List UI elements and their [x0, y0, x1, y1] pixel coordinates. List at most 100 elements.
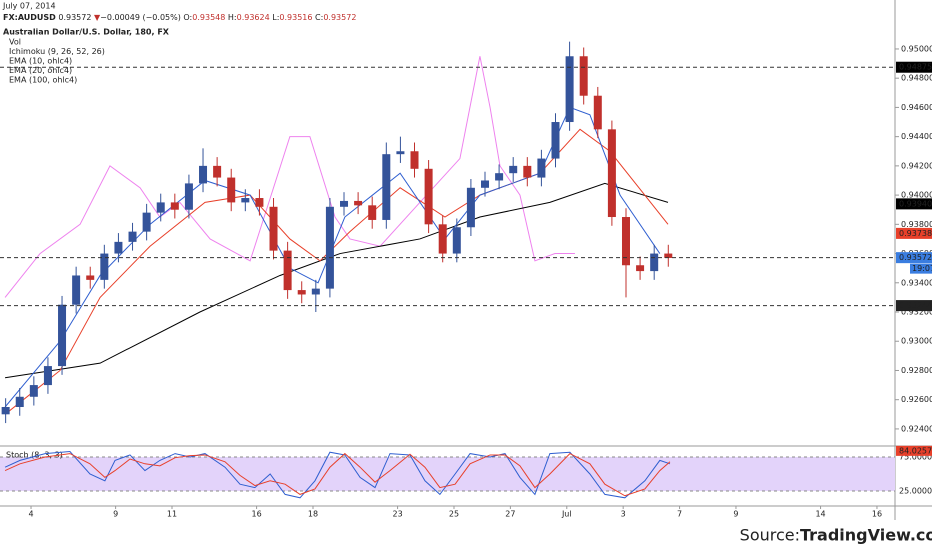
- open: 0.93548: [192, 13, 225, 22]
- x-tick-label: Jul: [561, 510, 572, 519]
- source: TradingView.com: [800, 526, 932, 545]
- indicator-line: [4, 182, 669, 379]
- candle-body: [650, 253, 659, 272]
- candle-body: [607, 129, 616, 218]
- y-tick-label: 0.92800: [901, 366, 932, 375]
- candle-body: [213, 165, 222, 178]
- y-tick-label: 75.0000: [899, 452, 932, 461]
- x-tick-label: 18: [308, 510, 318, 519]
- x-tick-label: 23: [392, 510, 402, 519]
- price-tag: [896, 252, 932, 264]
- candle-body: [325, 206, 334, 289]
- indicator-label: EMA (10, ohlc4): [9, 57, 72, 66]
- candle-body: [481, 180, 490, 188]
- y-tick-label: 0.95000: [901, 44, 932, 53]
- candle-body: [297, 290, 306, 295]
- indicator-line: [4, 128, 669, 415]
- candle-body: [15, 396, 24, 408]
- candle-body: [354, 200, 363, 206]
- candle-body: [184, 183, 193, 210]
- last: 0.93572: [58, 13, 91, 22]
- candle-body: [396, 151, 405, 155]
- open-label: O:: [183, 13, 192, 22]
- candle-body: [593, 95, 602, 130]
- y-tick-label: 0.92600: [901, 395, 932, 404]
- x-tick-label: 3: [621, 510, 626, 519]
- candle-body: [58, 304, 67, 367]
- indicator-label: EMA (100, ohlc4): [9, 76, 77, 85]
- low: 0.93516: [279, 13, 312, 22]
- price-tag: [896, 198, 932, 210]
- candle-body: [636, 265, 645, 272]
- candle-body: [128, 231, 137, 242]
- close: 0.93572: [323, 13, 356, 22]
- candle-body: [551, 122, 560, 159]
- price-tag-label: 0.93738: [899, 229, 932, 238]
- stoch-line: [4, 452, 671, 497]
- candle-body: [466, 187, 475, 228]
- x-tick-label: 9: [733, 510, 738, 519]
- y-tick-label: 25.0000: [899, 486, 932, 495]
- x-tick-label: 25: [449, 510, 459, 519]
- candle-body: [29, 385, 38, 397]
- candle-body: [269, 206, 278, 251]
- date: July 07, 2014: [2, 2, 56, 11]
- candle-body: [579, 56, 588, 96]
- source-label: Source:: [740, 526, 800, 545]
- candle-body: [100, 253, 109, 280]
- price-tag-label: 0.93940: [899, 199, 932, 208]
- candle-body: [537, 158, 546, 178]
- candle-body: [170, 202, 179, 210]
- countdown-tag: [910, 263, 932, 274]
- indicator-label: Vol: [9, 38, 21, 47]
- candle-body: [509, 165, 518, 174]
- indicator-line: [4, 56, 575, 298]
- arrow: ▼: [94, 13, 101, 22]
- stoch-title: Stoch (8, 3, 3): [6, 451, 63, 460]
- candle-body: [340, 200, 349, 207]
- change: −0.00049 (−0.05%): [100, 13, 181, 22]
- y-tick-label: 0.94000: [901, 191, 932, 200]
- x-tick-label: 27: [505, 510, 515, 519]
- candle-body: [227, 177, 236, 203]
- candle-body: [565, 56, 574, 123]
- x-tick-label: 7: [677, 510, 682, 519]
- value-tag-label: 84.0257: [899, 446, 932, 455]
- y-tick-label: 0.92400: [901, 424, 932, 433]
- candle-body: [382, 154, 391, 220]
- candle-body: [255, 198, 264, 207]
- x-tick-label: 9: [113, 510, 118, 519]
- candle-body: [621, 217, 630, 266]
- candle-body: [114, 241, 123, 254]
- candle-body: [241, 198, 250, 203]
- candle-body: [142, 212, 151, 232]
- candle-body: [452, 227, 461, 254]
- y-tick-label: 0.94600: [901, 103, 932, 112]
- countdown: 19:07: [912, 264, 932, 273]
- low-label: L:: [272, 13, 279, 22]
- high: 0.93624: [237, 13, 270, 22]
- price-tag-label: 0.93244: [899, 301, 932, 310]
- price-tag: [896, 227, 932, 239]
- candle-body: [311, 288, 320, 295]
- value-tag: [896, 445, 932, 456]
- price-tag-label: 0.93572: [899, 253, 932, 262]
- x-tick-label: 14: [815, 510, 825, 519]
- candle-body: [523, 165, 532, 178]
- candle-body: [86, 275, 95, 280]
- high-label: H:: [228, 13, 237, 22]
- y-tick-label: 0.93000: [901, 337, 932, 346]
- stoch-line: [4, 451, 671, 499]
- indicator-label: EMA (20, ohlc4): [9, 66, 72, 75]
- y-tick-label: 0.94400: [901, 132, 932, 141]
- y-tick-label: 0.93200: [901, 308, 932, 317]
- candle-body: [438, 224, 447, 254]
- chart-title: Australian Dollar/U.S. Dollar, 180, FX: [3, 28, 170, 37]
- candle-body: [72, 275, 81, 305]
- x-tick-label: 4: [28, 510, 33, 519]
- x-tick-label: 16: [252, 510, 262, 519]
- candle-body: [199, 165, 208, 184]
- indicator-label: Ichimoku (9, 26, 52, 26): [9, 47, 105, 56]
- candle-body: [368, 205, 377, 220]
